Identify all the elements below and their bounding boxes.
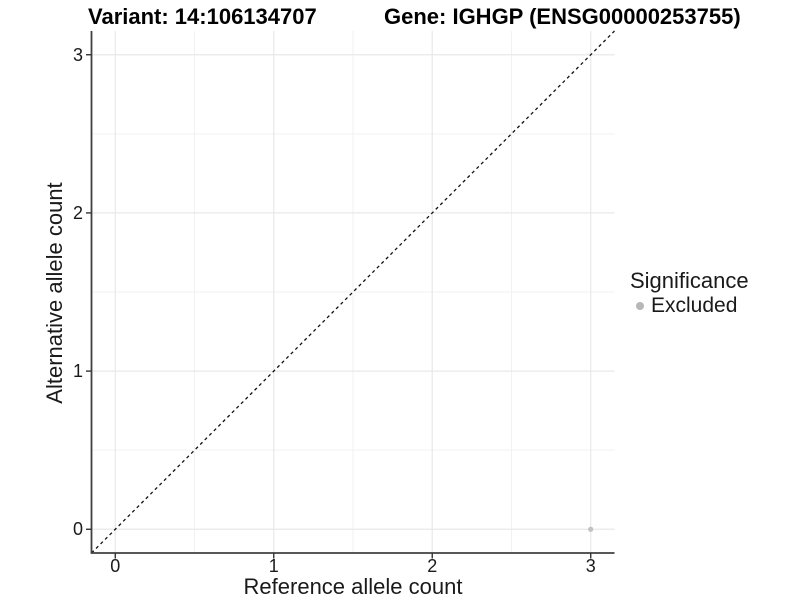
y-tick-label: 2 (72, 202, 83, 223)
y-axis-title: Alternative allele count (42, 182, 67, 404)
legend-item-label: Excluded (651, 294, 738, 317)
y-tick-label: 0 (72, 519, 83, 540)
x-tick-label: 0 (110, 556, 121, 576)
y-tick-label: 1 (72, 361, 83, 382)
variant-title: Variant: 14:106134707 (88, 4, 317, 29)
identity-dashed-line (91, 30, 615, 554)
x-tick-label: 3 (585, 556, 596, 576)
legend-item: Excluded (630, 294, 749, 318)
x-tick-label: 2 (427, 556, 438, 576)
y-tick-label: 3 (72, 44, 83, 65)
x-tick-label: 1 (268, 556, 279, 576)
legend-title: Significance (630, 268, 749, 293)
x-axis-title: Reference allele count (243, 574, 463, 599)
gene-title: Gene: IGHGP (ENSG00000253755) (384, 4, 741, 29)
data-point (588, 526, 594, 532)
legend: Significance Excluded (630, 269, 749, 318)
legend-key-dot-icon (636, 302, 644, 310)
